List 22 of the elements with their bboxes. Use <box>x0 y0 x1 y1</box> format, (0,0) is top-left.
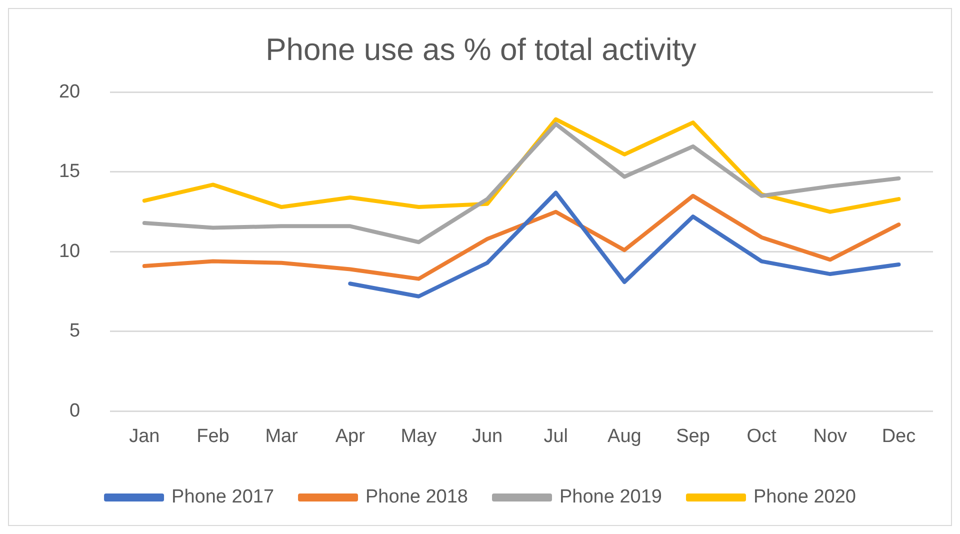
y-tick-label: 5 <box>70 320 80 342</box>
x-tick-label: Jun <box>472 426 503 447</box>
legend-label: Phone 2018 <box>366 486 468 508</box>
legend-label: Phone 2020 <box>753 486 856 508</box>
y-tick-label: 20 <box>58 81 80 102</box>
y-tick-label: 15 <box>58 161 80 182</box>
x-tick-label: Mar <box>265 426 299 447</box>
x-tick-label: Aug <box>608 426 642 447</box>
legend-label: Phone 2019 <box>560 486 662 508</box>
x-tick-label: May <box>400 426 438 447</box>
legend-label: Phone 2017 <box>172 486 274 508</box>
x-tick-label: Feb <box>196 426 230 447</box>
x-tick-label: Jul <box>544 426 568 447</box>
x-tick-label: Oct <box>746 426 778 447</box>
x-tick-label: Jan <box>129 426 160 447</box>
x-tick-label: Dec <box>882 426 916 447</box>
x-tick-label: Apr <box>335 426 366 447</box>
y-tick-label: 0 <box>70 400 80 422</box>
chart-title: Phone use as % of total activity <box>266 32 697 68</box>
y-tick-label: 10 <box>58 240 80 262</box>
x-tick-label: Nov <box>813 426 848 447</box>
x-tick-label: Sep <box>676 426 710 447</box>
